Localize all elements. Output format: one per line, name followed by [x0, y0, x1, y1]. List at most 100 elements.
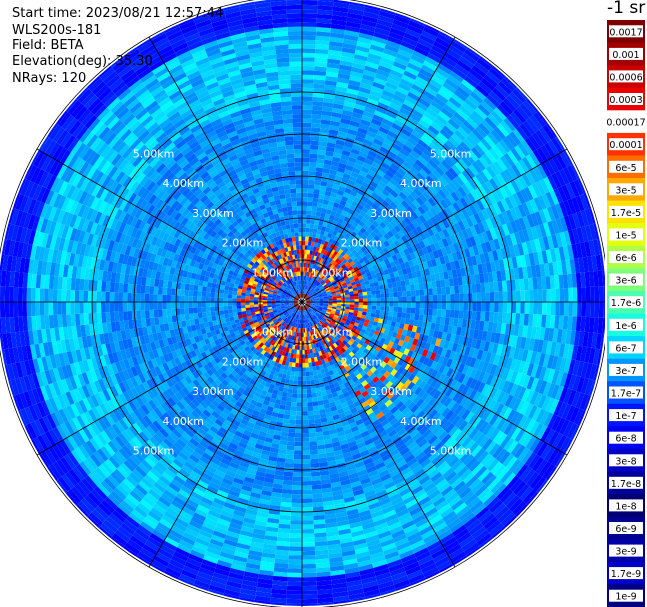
range-gate-cell	[441, 302, 447, 310]
range-gate-cell	[310, 454, 319, 460]
range-gate-cell	[419, 168, 429, 179]
range-gate-cell	[484, 311, 490, 322]
range-gate-cell	[336, 297, 342, 301]
range-gate-cell	[321, 259, 326, 265]
range-gate-cell	[312, 497, 323, 503]
range-gate-cell	[365, 253, 372, 260]
range-gate-cell	[316, 391, 322, 397]
range-gate-cell	[420, 203, 430, 213]
range-gate-cell	[402, 302, 407, 308]
range-gate-cell	[310, 259, 314, 264]
range-gate-cell	[342, 145, 352, 153]
range-gate-cell	[316, 266, 320, 271]
range-gate-cell	[451, 178, 462, 189]
range-gate-cell	[406, 302, 412, 308]
range-gate-cell	[323, 93, 335, 100]
range-gate-cell	[424, 86, 438, 97]
range-gate-cell	[486, 71, 501, 85]
range-gate-cell	[361, 196, 369, 203]
range-gate-cell	[295, 428, 302, 434]
range-gate-cell	[451, 93, 465, 105]
range-gate-cell	[429, 206, 438, 217]
range-gate-cell	[546, 302, 552, 315]
range-gate-cell	[347, 179, 356, 187]
range-gate-cell	[287, 388, 293, 394]
range-gate-cell	[298, 358, 302, 364]
range-gate-cell	[313, 409, 320, 415]
range-gate-cell	[332, 152, 342, 159]
range-gate-cell	[312, 202, 318, 207]
range-gate-cell	[410, 54, 425, 65]
range-gate-cell	[333, 202, 340, 209]
range-gate-cell	[466, 72, 481, 85]
range-gate-cell	[449, 309, 455, 318]
range-gate-cell	[312, 284, 316, 289]
range-gate-cell	[337, 254, 343, 260]
range-gate-cell	[326, 274, 332, 279]
range-gate-cell	[302, 122, 312, 128]
range-gate-cell	[351, 263, 357, 269]
range-gate-cell	[313, 83, 325, 89]
range-gate-cell	[349, 260, 355, 266]
range-gate-cell	[302, 157, 310, 163]
range-gate-cell	[495, 84, 510, 98]
range-gate-cell	[499, 101, 514, 115]
range-gate-cell	[306, 291, 310, 295]
range-gate-cell	[374, 27, 390, 36]
range-gate-cell	[349, 120, 361, 128]
range-gate-cell	[471, 110, 485, 123]
range-gate-cell	[305, 375, 311, 381]
range-gate-cell	[519, 313, 525, 326]
range-gate-cell	[405, 284, 411, 291]
range-gate-cell	[372, 114, 384, 123]
range-gate-cell	[380, 93, 393, 103]
range-gate-cell	[402, 144, 413, 154]
range-gate-cell	[438, 162, 449, 174]
range-gate-cell	[302, 537, 315, 543]
range-gate-cell	[371, 161, 381, 170]
range-gate-cell	[412, 146, 423, 156]
range-gate-cell	[493, 312, 499, 323]
range-gate-cell	[305, 367, 310, 372]
range-gate-cell	[453, 89, 468, 102]
range-gate-cell	[512, 128, 525, 143]
range-gate-cell	[376, 297, 381, 302]
range-gate-cell	[329, 41, 343, 48]
range-gate-cell	[443, 104, 457, 116]
range-gate-cell	[362, 110, 375, 119]
range-gate-cell	[314, 379, 320, 384]
range-gate-cell	[356, 131, 367, 139]
range-gate-cell	[326, 67, 339, 74]
range-gate-cell	[514, 145, 526, 160]
range-gate-cell	[331, 188, 339, 194]
range-gate-cell	[454, 63, 469, 76]
range-gate-cell	[411, 302, 416, 308]
range-gate-cell	[359, 227, 367, 234]
range-gate-cell	[550, 302, 556, 316]
range-gate-cell	[376, 238, 384, 246]
range-gate-cell	[336, 303, 342, 307]
range-gate-cell	[477, 103, 491, 117]
range-gate-cell	[409, 284, 415, 291]
range-gate-cell	[302, 218, 307, 224]
range-gate-cell	[307, 281, 310, 286]
range-gate-cell	[398, 179, 408, 189]
range-gate-cell	[420, 135, 432, 146]
range-gate-cell	[312, 228, 318, 234]
range-gate-cell	[302, 83, 314, 89]
range-gate-cell	[439, 128, 452, 140]
range-gate-cell	[302, 559, 316, 565]
range-gate-cell	[330, 165, 339, 172]
range-gate-cell	[410, 307, 416, 314]
range-gate-cell	[360, 119, 371, 127]
range-gate-cell	[317, 5, 334, 11]
range-gate-cell	[293, 463, 302, 469]
range-gate-cell	[316, 18, 332, 24]
range-gate-cell	[302, 398, 308, 403]
range-gate-cell	[311, 488, 323, 495]
range-gate-cell	[475, 173, 486, 186]
range-gate-cell	[313, 88, 325, 94]
range-gate-cell	[399, 78, 414, 88]
range-gate-cell	[418, 314, 424, 322]
range-gate-cell	[310, 140, 319, 146]
